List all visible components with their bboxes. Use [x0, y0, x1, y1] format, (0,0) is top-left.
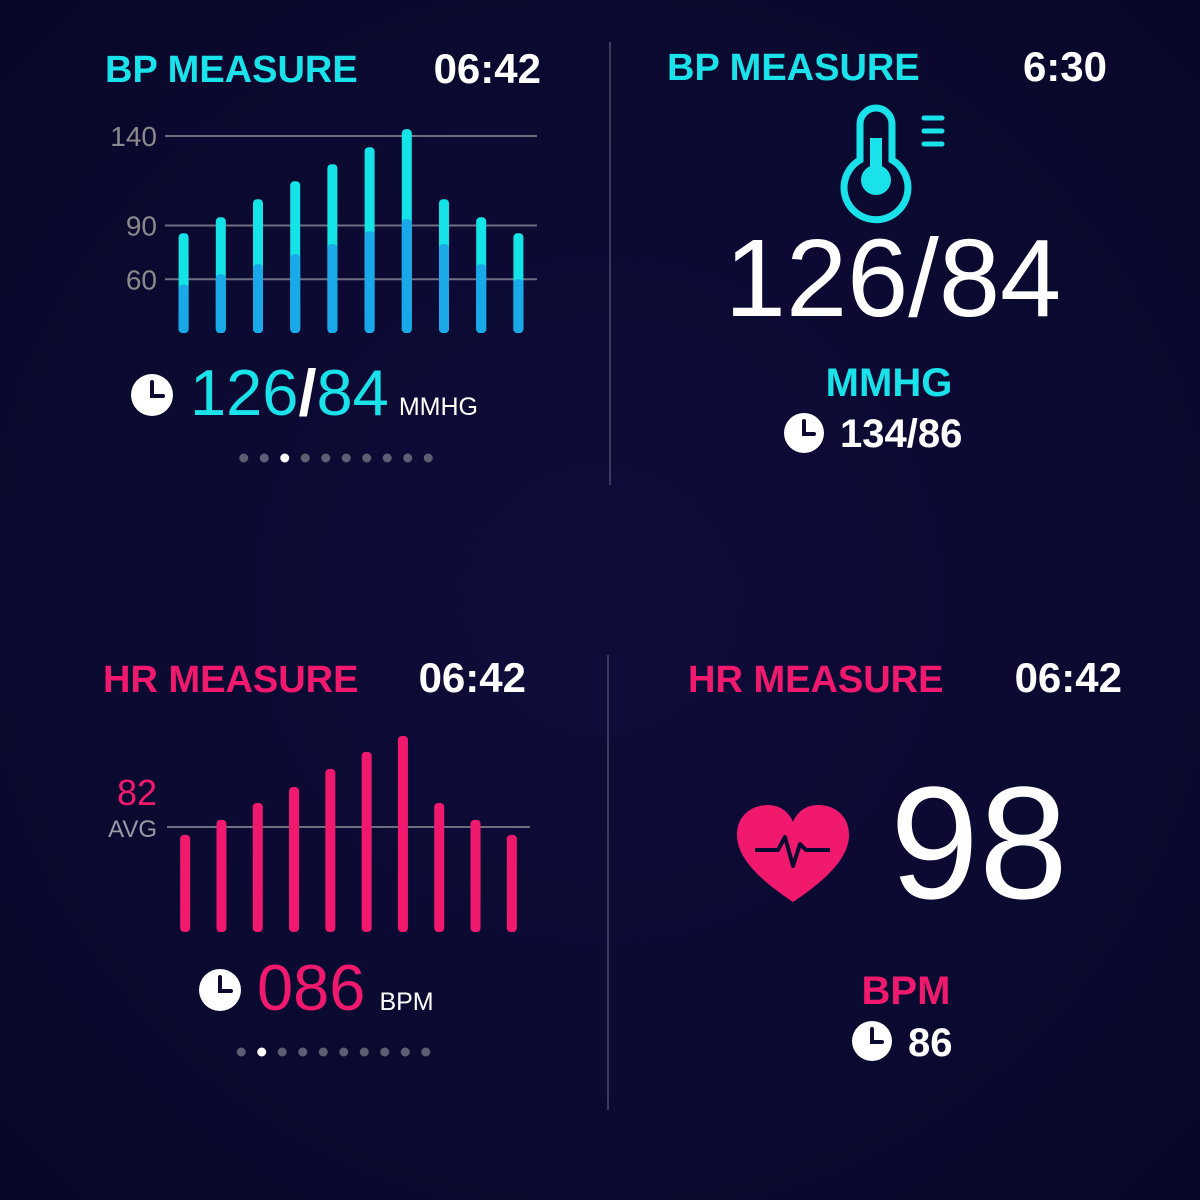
- reading: 98: [890, 753, 1068, 932]
- clock-icon: [199, 969, 241, 1011]
- pager-dot: [298, 1047, 308, 1057]
- clock-icon: [131, 374, 173, 416]
- unit: BPM: [862, 969, 951, 1013]
- pager-dot: [403, 453, 413, 463]
- panel-title: BP MEASURE: [105, 49, 358, 91]
- bp-reading-panel: BP MEASURE 6:30 126/84 MMHG 134/86: [667, 43, 1107, 456]
- pager-dot: [380, 1047, 390, 1057]
- y-tick-label: 60: [126, 264, 157, 295]
- pager-dot: [280, 453, 290, 463]
- previous-reading: 86: [908, 1021, 953, 1065]
- pager-dot: [259, 453, 269, 463]
- pager-dot: [277, 1047, 287, 1057]
- bar: [289, 786, 300, 932]
- unit: MMHG: [826, 361, 953, 405]
- bpm-value: 086: [257, 951, 365, 1024]
- panel-title: HR MEASURE: [688, 659, 943, 701]
- panel-title: HR MEASURE: [103, 659, 358, 701]
- bar: [439, 244, 449, 333]
- unit: MMHG: [399, 393, 478, 421]
- bar: [401, 219, 412, 333]
- pager-dot: [423, 453, 433, 463]
- pager-dot: [382, 453, 392, 463]
- bar: [325, 768, 336, 932]
- systolic: 126: [190, 356, 298, 429]
- y-tick-label: 90: [126, 211, 157, 242]
- bar: [434, 802, 445, 932]
- clock-icon: [784, 413, 824, 453]
- panel-time: 6:30: [1023, 43, 1107, 90]
- bp-chart-panel: BP MEASURE 06:42 126/84 MMHG: [105, 45, 541, 429]
- pager-dot: [341, 453, 351, 463]
- bar: [327, 244, 338, 333]
- avg-value-label: 82: [117, 772, 157, 813]
- y-tick-label: 140: [110, 121, 157, 152]
- separator: /: [298, 356, 316, 429]
- reading: 086 BPM: [257, 951, 434, 1024]
- bar: [476, 264, 487, 333]
- pager-dot: [421, 1047, 431, 1057]
- pager-dot: [321, 453, 331, 463]
- bar: [470, 819, 481, 932]
- bar: [513, 279, 524, 333]
- bar: [252, 802, 263, 932]
- bar: [397, 735, 408, 932]
- bar: [364, 231, 375, 333]
- panel-time: 06:42: [419, 654, 526, 701]
- panel-time: 06:42: [434, 45, 541, 92]
- pager-dot: [239, 453, 249, 463]
- bar: [216, 819, 227, 932]
- hr-chart-panel: HR MEASURE 06:42 086 BPM: [103, 654, 526, 1024]
- bar: [253, 264, 263, 333]
- pager-dot: [300, 453, 310, 463]
- hr-reading-panel: HR MEASURE 06:42 98 BPM 86: [688, 654, 1122, 1065]
- pager-dot: [339, 1047, 349, 1057]
- pager-dot: [400, 1047, 410, 1057]
- reading: 126/84 MMHG: [190, 356, 478, 429]
- pager-dot: [359, 1047, 369, 1057]
- previous-reading: 134/86: [840, 412, 962, 456]
- pager-dot: [257, 1047, 267, 1057]
- bar: [506, 834, 517, 932]
- panel-title: BP MEASURE: [667, 47, 920, 89]
- bar: [180, 834, 191, 932]
- unit: BPM: [379, 988, 433, 1016]
- reading: 126/84: [725, 217, 1061, 340]
- bar: [290, 254, 301, 333]
- diastolic: 84: [317, 356, 389, 429]
- heart-icon: [737, 805, 849, 902]
- thermometer-icon: [840, 104, 945, 224]
- bar: [178, 284, 189, 333]
- clock-icon: [852, 1021, 892, 1061]
- panel-time: 06:42: [1015, 654, 1122, 701]
- pager-dot: [362, 453, 372, 463]
- bar: [215, 274, 226, 333]
- pager-dot: [236, 1047, 246, 1057]
- pager-dot: [318, 1047, 328, 1057]
- avg-label: AVG: [108, 816, 157, 843]
- bar: [361, 751, 372, 932]
